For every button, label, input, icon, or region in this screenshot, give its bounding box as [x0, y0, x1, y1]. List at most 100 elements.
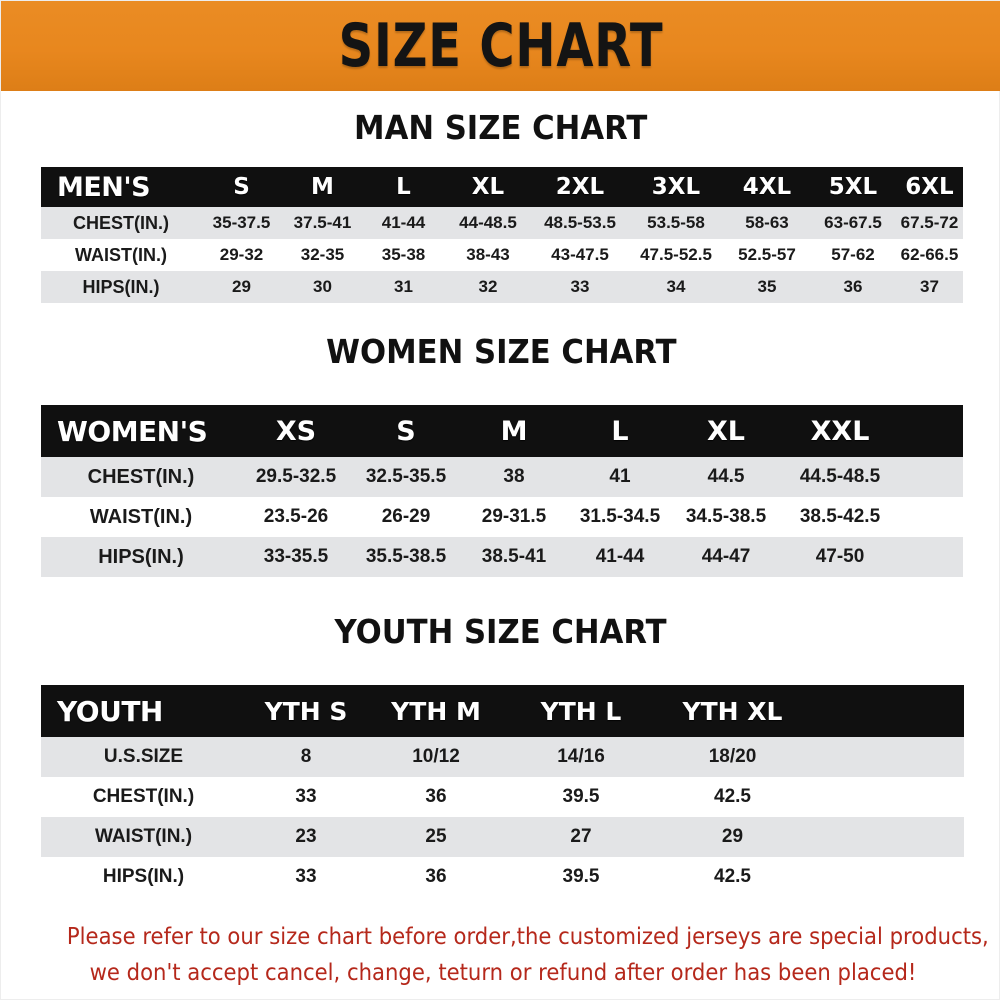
- men-hips-3xl: 34: [628, 271, 724, 303]
- women-hips-xxl: 47-50: [779, 537, 901, 577]
- men-col-header-l: L: [363, 167, 444, 207]
- men-row-label-chest: CHEST(IN.): [41, 207, 201, 239]
- youth-row-label-us-size: U.S.SIZE: [41, 737, 246, 777]
- women-waist-m: 29-31.5: [461, 497, 567, 537]
- youth-hips-yth-m: 36: [366, 857, 506, 897]
- women-waist-xl: 34.5-38.5: [673, 497, 779, 537]
- women-chest-xxl: 44.5-48.5: [779, 457, 901, 497]
- table-row: CHEST(IN.) 35-37.5 37.5-41 41-44 44-48.5…: [41, 207, 963, 239]
- youth-waist-yth-m: 25: [366, 817, 506, 857]
- youth-col-header-yth-xl: YTH XL: [656, 685, 809, 737]
- youth-row-label-hips: HIPS(IN.): [41, 857, 246, 897]
- youth-size-table: YOUTH YTH S YTH M YTH L YTH XL U.S.SIZE …: [41, 685, 964, 897]
- section-title-man: MAN SIZE CHART: [1, 111, 1000, 145]
- youth-row-label-chest: CHEST(IN.): [41, 777, 246, 817]
- women-table-header-row: WOMEN'S XS S M L XL XXL: [41, 405, 963, 457]
- men-hips-6xl: 37: [896, 271, 963, 303]
- section-title-youth: YOUTH SIZE CHART: [1, 615, 1000, 649]
- women-corner-label: WOMEN'S: [41, 405, 241, 457]
- men-waist-5xl: 57-62: [810, 239, 896, 271]
- women-chest-xl: 44.5: [673, 457, 779, 497]
- men-col-header-6xl: 6XL: [896, 167, 963, 207]
- men-waist-m: 32-35: [282, 239, 363, 271]
- section-title-women-text: WOMEN SIZE CHART: [325, 332, 677, 371]
- women-chest-xs: 29.5-32.5: [241, 457, 351, 497]
- men-chest-2xl: 48.5-53.5: [532, 207, 628, 239]
- youth-us-size-yth-s: 8: [246, 737, 366, 777]
- table-row: WAIST(IN.) 23.5-26 26-29 29-31.5 31.5-34…: [41, 497, 963, 537]
- section-title-youth-text: YOUTH SIZE CHART: [334, 612, 668, 651]
- women-waist-xxl: 38.5-42.5: [779, 497, 901, 537]
- women-col-header-s: S: [351, 405, 461, 457]
- men-waist-4xl: 52.5-57: [724, 239, 810, 271]
- men-col-header-3xl: 3XL: [628, 167, 724, 207]
- women-row-label-chest: CHEST(IN.): [41, 457, 241, 497]
- women-hips-xl: 44-47: [673, 537, 779, 577]
- men-col-header-4xl: 4XL: [724, 167, 810, 207]
- women-hips-xs: 33-35.5: [241, 537, 351, 577]
- youth-chest-yth-s: 33: [246, 777, 366, 817]
- men-col-header-m: M: [282, 167, 363, 207]
- youth-chest-spacer: [809, 777, 964, 817]
- youth-chest-yth-m: 36: [366, 777, 506, 817]
- section-title-women: WOMEN SIZE CHART: [1, 335, 1000, 369]
- men-waist-3xl: 47.5-52.5: [628, 239, 724, 271]
- men-col-header-2xl: 2XL: [532, 167, 628, 207]
- women-waist-l: 31.5-34.5: [567, 497, 673, 537]
- youth-col-header-yth-s: YTH S: [246, 685, 366, 737]
- table-row: WAIST(IN.) 29-32 32-35 35-38 38-43 43-47…: [41, 239, 963, 271]
- page-title: SIZE CHART: [338, 11, 664, 81]
- youth-hips-yth-l: 39.5: [506, 857, 656, 897]
- men-chest-m: 37.5-41: [282, 207, 363, 239]
- women-waist-xs: 23.5-26: [241, 497, 351, 537]
- women-hips-m: 38.5-41: [461, 537, 567, 577]
- women-col-header-l: L: [567, 405, 673, 457]
- women-chest-s: 32.5-35.5: [351, 457, 461, 497]
- table-row: HIPS(IN.) 33 36 39.5 42.5: [41, 857, 964, 897]
- men-chest-4xl: 58-63: [724, 207, 810, 239]
- men-hips-4xl: 35: [724, 271, 810, 303]
- men-hips-5xl: 36: [810, 271, 896, 303]
- youth-table-header-row: YOUTH YTH S YTH M YTH L YTH XL: [41, 685, 964, 737]
- table-row: CHEST(IN.) 33 36 39.5 42.5: [41, 777, 964, 817]
- youth-row-label-waist: WAIST(IN.): [41, 817, 246, 857]
- men-waist-s: 29-32: [201, 239, 282, 271]
- men-chest-5xl: 63-67.5: [810, 207, 896, 239]
- men-table-header-row: MEN'S S M L XL 2XL 3XL 4XL 5XL 6XL: [41, 167, 963, 207]
- women-col-header-xl: XL: [673, 405, 779, 457]
- youth-hips-yth-xl: 42.5: [656, 857, 809, 897]
- men-col-header-5xl: 5XL: [810, 167, 896, 207]
- youth-us-size-yth-l: 14/16: [506, 737, 656, 777]
- youth-waist-spacer: [809, 817, 964, 857]
- women-hips-spacer: [901, 537, 963, 577]
- youth-hips-spacer: [809, 857, 964, 897]
- women-waist-s: 26-29: [351, 497, 461, 537]
- women-col-header-spacer: [901, 405, 963, 457]
- men-col-header-xl: XL: [444, 167, 532, 207]
- men-chest-s: 35-37.5: [201, 207, 282, 239]
- youth-hips-yth-s: 33: [246, 857, 366, 897]
- youth-chest-yth-l: 39.5: [506, 777, 656, 817]
- footer-note: Please refer to our size chart before or…: [29, 919, 989, 991]
- section-title-man-text: MAN SIZE CHART: [354, 108, 648, 147]
- men-chest-xl: 44-48.5: [444, 207, 532, 239]
- men-chest-3xl: 53.5-58: [628, 207, 724, 239]
- table-row: U.S.SIZE 8 10/12 14/16 18/20: [41, 737, 964, 777]
- men-hips-2xl: 33: [532, 271, 628, 303]
- men-waist-xl: 38-43: [444, 239, 532, 271]
- women-chest-spacer: [901, 457, 963, 497]
- youth-us-size-yth-xl: 18/20: [656, 737, 809, 777]
- table-row: HIPS(IN.) 33-35.5 35.5-38.5 38.5-41 41-4…: [41, 537, 963, 577]
- table-row: CHEST(IN.) 29.5-32.5 32.5-35.5 38 41 44.…: [41, 457, 963, 497]
- table-row: HIPS(IN.) 29 30 31 32 33 34 35 36 37: [41, 271, 963, 303]
- women-chest-m: 38: [461, 457, 567, 497]
- youth-waist-yth-l: 27: [506, 817, 656, 857]
- youth-waist-yth-s: 23: [246, 817, 366, 857]
- footer-note-line-2: we don't accept cancel, change, teturn o…: [89, 960, 917, 986]
- page-banner: SIZE CHART: [1, 1, 1000, 91]
- youth-col-header-yth-m: YTH M: [366, 685, 506, 737]
- youth-corner-label: YOUTH: [41, 685, 246, 737]
- youth-us-size-spacer: [809, 737, 964, 777]
- youth-col-header-spacer: [809, 685, 964, 737]
